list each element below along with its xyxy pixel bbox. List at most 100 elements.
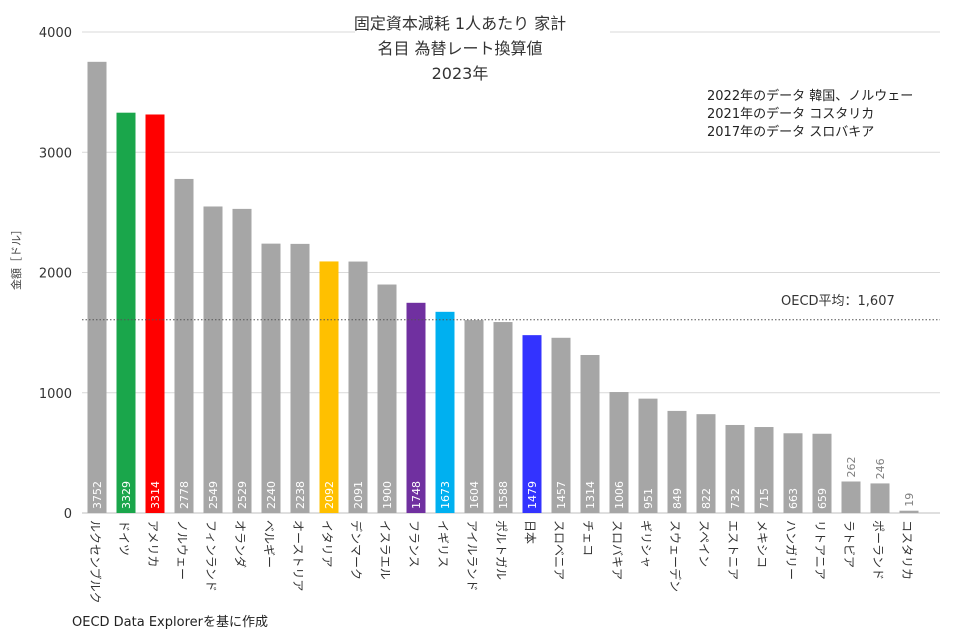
- x-tick-label: ギリシャ: [639, 520, 653, 568]
- x-tick-label: エストニア: [726, 520, 740, 580]
- bar: [493, 322, 513, 513]
- x-tick-label: ポルトガル: [494, 520, 508, 580]
- y-tick-label: 3000: [39, 146, 72, 161]
- note-2: 2021年のデータ コスタリカ: [707, 107, 875, 122]
- bar: [783, 433, 803, 513]
- data-label: 2549: [207, 481, 220, 509]
- x-tick-label: オーストリア: [291, 520, 305, 591]
- bar: [348, 261, 368, 513]
- x-tick-label: イスラエル: [378, 520, 392, 580]
- x-tick-label: ハンガリー: [784, 520, 798, 580]
- data-label: 1604: [468, 481, 481, 509]
- x-axis-ticks: ルクセンブルク ドイツ アメリカ ノルウェー フィンランド オランダ ベルギー オーストリア イ…: [88, 520, 914, 604]
- bar: [667, 410, 687, 513]
- bar: [290, 243, 310, 513]
- data-label: 2238: [294, 481, 307, 509]
- data-label: 659: [816, 488, 829, 509]
- source-note: OECD Data Explorerを基に作成: [72, 615, 268, 630]
- x-tick-label: ベルギー: [262, 520, 276, 568]
- data-label: 1006: [613, 481, 626, 509]
- chart-title-line-1: 固定資本減耗 1人あたり 家計: [353, 14, 567, 33]
- reference-line-label: OECD平均：1,607: [781, 294, 895, 309]
- bar: [522, 335, 542, 513]
- reference-line-group: OECD平均：1,607: [82, 294, 940, 321]
- y-tick-label: 0: [64, 507, 72, 522]
- chart-title-line-3: 2023年: [431, 64, 489, 83]
- data-label: 1588: [497, 481, 510, 509]
- x-tick-label: オランダ: [233, 520, 248, 568]
- x-tick-label: チェコ: [581, 520, 595, 556]
- bar: [435, 311, 455, 513]
- bar: [638, 398, 658, 513]
- bar: [580, 354, 600, 513]
- x-tick-label: イタリア: [320, 520, 334, 568]
- data-label: 2529: [236, 481, 249, 509]
- data-label: 715: [758, 488, 771, 509]
- x-tick-label: スロバキア: [610, 520, 624, 580]
- notes-backdrop: [697, 84, 940, 142]
- y-axis-ticks: 0 1000 2000 3000 4000: [39, 26, 72, 522]
- data-label: 2092: [323, 481, 336, 509]
- data-label: 732: [729, 488, 742, 509]
- data-label: 3314: [149, 481, 162, 509]
- bar: [551, 337, 571, 513]
- bar: [841, 481, 861, 513]
- data-label: 246: [874, 458, 887, 479]
- data-label: 2091: [352, 481, 365, 509]
- data-label: 3329: [120, 481, 133, 509]
- bar: [319, 261, 339, 513]
- x-tick-label: ルクセンブルク: [88, 520, 103, 604]
- y-tick-label: 1000: [39, 387, 72, 402]
- data-label: 1673: [439, 481, 452, 509]
- y-tick-label: 4000: [39, 26, 72, 41]
- note-3: 2017年のデータ スロバキア: [707, 125, 875, 140]
- x-tick-label: フィンランド: [204, 520, 218, 592]
- x-tick-label: ノルウェー: [175, 520, 189, 580]
- bar: [406, 302, 426, 513]
- data-label: 1900: [381, 481, 394, 509]
- x-tick-label: デンマーク: [349, 520, 364, 580]
- bar: [464, 320, 484, 513]
- x-tick-label: ドイツ: [117, 520, 131, 556]
- bars: 3752 3329 3314 2778 2549 2529 2240 2238 2092 2091…: [87, 61, 919, 514]
- bar: [609, 392, 629, 513]
- data-notes: 2022年のデータ 韓国、ノルウェー 2021年のデータ コスタリカ 2017年…: [707, 88, 913, 142]
- bar: [754, 427, 774, 513]
- title-backdrop: [355, 5, 610, 83]
- bar: [261, 243, 281, 513]
- data-label: 2778: [178, 481, 191, 509]
- bar: [696, 414, 716, 513]
- x-tick-label: ポーランド: [871, 520, 885, 580]
- bar: [812, 433, 832, 513]
- gridlines: [82, 5, 940, 514]
- x-tick-label: スロベニア: [552, 520, 566, 580]
- x-tick-label: アイルランド: [465, 520, 479, 591]
- x-tick-label: アメリカ: [146, 520, 160, 567]
- bar: [116, 112, 136, 514]
- data-label: 19: [903, 493, 916, 507]
- x-tick-label: スペイン: [697, 520, 711, 567]
- x-tick-label: リトアニア: [813, 520, 827, 580]
- x-tick-label: スウェーデン: [668, 520, 683, 592]
- x-tick-label: コスタリカ: [900, 520, 914, 580]
- data-label: 262: [845, 456, 858, 477]
- data-label: 849: [671, 488, 684, 509]
- data-label: 951: [642, 488, 655, 509]
- data-label: 1479: [526, 481, 539, 509]
- note-1: 2022年のデータ 韓国、ノルウェー: [707, 89, 914, 104]
- bar: [870, 483, 890, 513]
- data-label: 1748: [410, 481, 423, 509]
- bar: [87, 61, 107, 514]
- data-label: 663: [787, 488, 800, 509]
- x-tick-label: ラトビア: [842, 520, 856, 568]
- bar: [203, 206, 223, 513]
- data-label: 2240: [265, 481, 278, 509]
- data-label: 3752: [91, 481, 104, 509]
- bar: [232, 208, 252, 513]
- data-label: 1314: [584, 481, 597, 509]
- bar: [725, 424, 745, 513]
- x-tick-label: 日本: [523, 520, 537, 544]
- x-tick-label: フランス: [407, 520, 421, 568]
- bar: [377, 284, 397, 513]
